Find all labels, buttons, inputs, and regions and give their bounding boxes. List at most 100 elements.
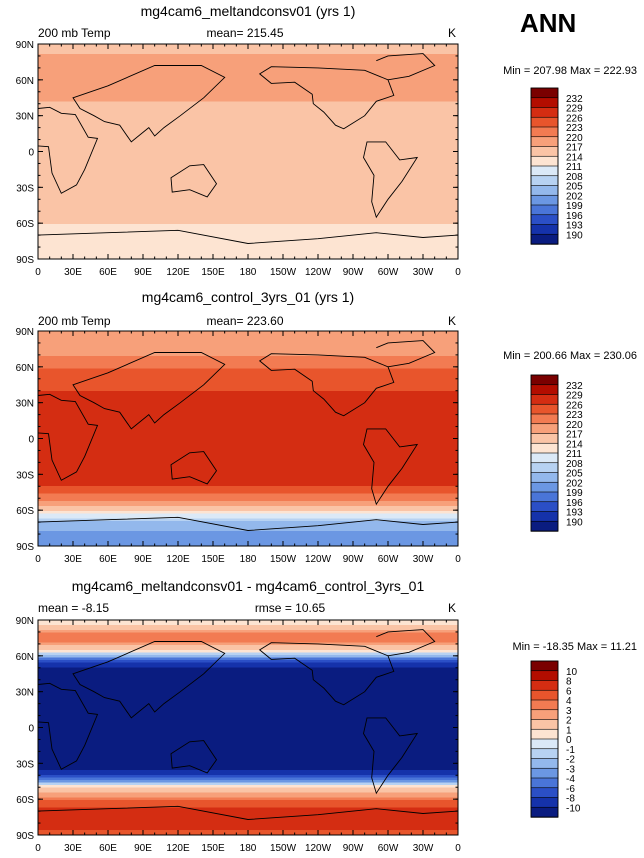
contour-band bbox=[38, 652, 458, 656]
contour-band bbox=[38, 204, 458, 208]
contour-band bbox=[38, 812, 458, 816]
colorbar-box bbox=[530, 204, 559, 216]
contour-band bbox=[38, 366, 458, 370]
contour-band bbox=[38, 727, 458, 731]
contour-band bbox=[38, 491, 458, 495]
colorbar-label: 223 bbox=[566, 410, 583, 421]
colorbar-box bbox=[530, 374, 559, 386]
x-tick-label: 60W bbox=[378, 843, 399, 854]
colorbar-box bbox=[530, 175, 559, 187]
x-tick-label: 180 bbox=[240, 554, 257, 565]
contour-band bbox=[38, 106, 458, 110]
y-tick-label: 60N bbox=[16, 363, 34, 374]
y-tick-label: 30N bbox=[16, 399, 34, 410]
contour-band bbox=[38, 373, 458, 377]
colorbar-box bbox=[530, 185, 559, 196]
contour-band bbox=[38, 635, 458, 639]
x-tick-label: 90E bbox=[134, 843, 152, 854]
contour-band bbox=[38, 433, 458, 437]
contour-band bbox=[38, 627, 458, 631]
x-tick-label: 30W bbox=[413, 843, 434, 854]
panel-left-label: mean = -8.15 bbox=[38, 601, 109, 615]
colorbar-box bbox=[530, 481, 559, 493]
contour-band bbox=[38, 131, 458, 135]
contour-band bbox=[38, 625, 458, 629]
contour-band bbox=[38, 179, 458, 183]
colorbar-label: 199 bbox=[566, 201, 583, 212]
x-tick-label: 180 bbox=[240, 843, 257, 854]
y-tick-label: 60S bbox=[16, 795, 34, 806]
contour-band bbox=[38, 827, 458, 831]
panel-units-label: K bbox=[448, 314, 456, 328]
contour-band bbox=[38, 657, 458, 661]
contour-band bbox=[38, 682, 458, 686]
contour-band bbox=[38, 471, 458, 475]
contour-band bbox=[38, 481, 458, 485]
contour-band bbox=[38, 687, 458, 691]
contour-band bbox=[38, 64, 458, 68]
contour-band bbox=[38, 196, 458, 200]
contour-band bbox=[38, 511, 458, 515]
colorbar-label: 205 bbox=[566, 182, 583, 193]
colorbar-box bbox=[530, 660, 559, 672]
contour-band bbox=[38, 348, 458, 352]
contour-band bbox=[38, 234, 458, 238]
coastline bbox=[38, 516, 458, 531]
contour-band bbox=[38, 76, 458, 80]
contour-band bbox=[38, 805, 458, 809]
colorbar-label: 193 bbox=[566, 508, 583, 519]
contour-band bbox=[38, 231, 458, 235]
y-tick-label: 60S bbox=[16, 219, 34, 230]
contour-band bbox=[38, 448, 458, 452]
contour-band bbox=[38, 762, 458, 766]
contour-band bbox=[38, 109, 458, 113]
contour-band bbox=[38, 640, 458, 644]
x-tick-label: 90W bbox=[343, 554, 364, 565]
x-tick-label: 150E bbox=[201, 267, 225, 278]
contour-band bbox=[38, 700, 458, 704]
coastline bbox=[170, 451, 218, 485]
y-tick-label: 0 bbox=[28, 148, 34, 159]
contour-band bbox=[38, 239, 458, 243]
x-tick-label: 60W bbox=[378, 554, 399, 565]
contour-band bbox=[38, 116, 458, 120]
x-tick-label: 120W bbox=[305, 843, 332, 854]
y-tick-label: 30S bbox=[16, 183, 34, 194]
contour-band bbox=[38, 249, 458, 253]
contour-band bbox=[38, 486, 458, 490]
panel-3: mg4cam6_meltandconsv01 - mg4cam6_control… bbox=[16, 578, 637, 854]
contour-band bbox=[38, 124, 458, 128]
y-tick-label: 90S bbox=[16, 255, 34, 266]
colorbar-label: 205 bbox=[566, 469, 583, 480]
colorbar-label: 199 bbox=[566, 488, 583, 499]
contour-band bbox=[38, 101, 458, 105]
colorbar-box bbox=[530, 126, 559, 138]
contour-band bbox=[38, 74, 458, 78]
contour-band bbox=[38, 670, 458, 674]
contour-band bbox=[38, 677, 458, 681]
contour-band bbox=[38, 244, 458, 248]
contour-band bbox=[38, 725, 458, 729]
colorbar-box bbox=[530, 413, 559, 425]
colorbar-label: 208 bbox=[566, 172, 583, 183]
y-tick-label: 90S bbox=[16, 542, 34, 553]
panel-mean-label: rmse = 10.65 bbox=[255, 601, 326, 615]
panel-minmax: Min = 200.66 Max = 230.06 bbox=[503, 350, 637, 362]
y-tick-label: 60N bbox=[16, 76, 34, 87]
contour-band bbox=[38, 702, 458, 706]
colorbar-box bbox=[530, 452, 559, 464]
contour-band bbox=[38, 732, 458, 736]
contour-band bbox=[38, 66, 458, 70]
colorbar-box bbox=[530, 87, 559, 99]
contour-band bbox=[38, 715, 458, 719]
coastline bbox=[170, 164, 218, 198]
panel-title: mg4cam6_meltandconsv01 - mg4cam6_control… bbox=[72, 578, 425, 594]
coastline bbox=[258, 66, 395, 130]
contour-band bbox=[38, 446, 458, 450]
contour-band bbox=[38, 453, 458, 457]
contour-band bbox=[38, 209, 458, 213]
colorbar-box bbox=[530, 719, 559, 730]
contour-band bbox=[38, 136, 458, 140]
contour-band bbox=[38, 224, 458, 228]
